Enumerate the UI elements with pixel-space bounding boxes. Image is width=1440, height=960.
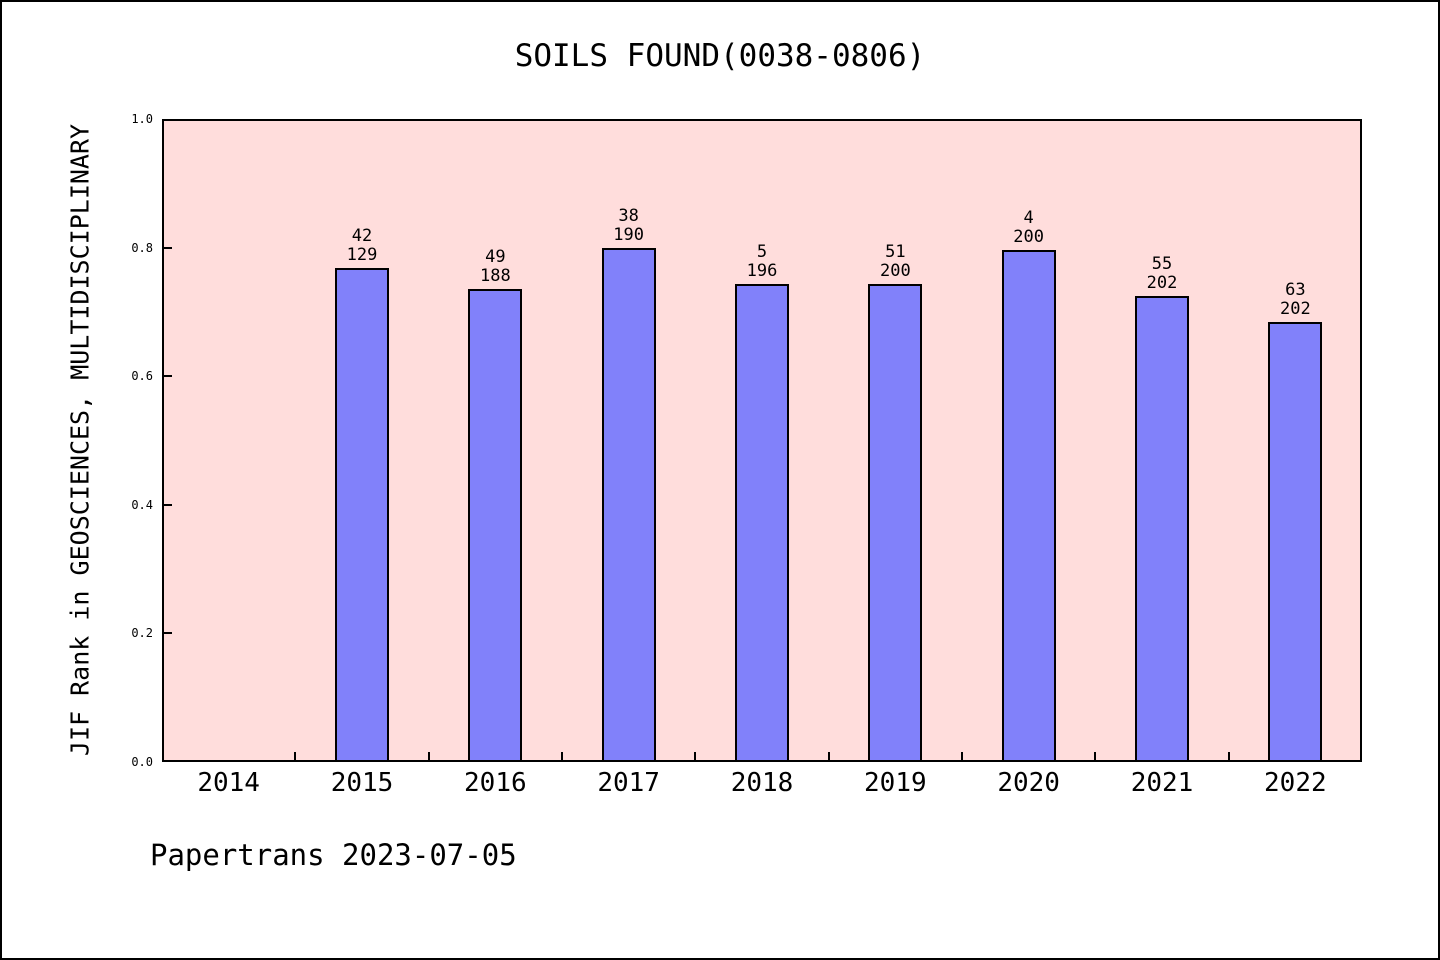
x-axis-label: 2021: [1130, 768, 1194, 798]
bar-label: 5 196: [747, 243, 778, 281]
plot-area: 2014 2015 2016 2017 2018 2019 2020 2021 2022 0.0 0…: [131, 112, 1362, 798]
chart-title: SOILS FOUND(0038-0806): [514, 38, 926, 74]
bar-label-rank: 4: [1023, 208, 1034, 228]
bar-label-rank: 5: [756, 242, 768, 262]
y-axis-title: JIF Rank in GEOSCIENCES, MULTIDISCIPLINA…: [65, 123, 95, 757]
bar-label: 4 200: [1013, 209, 1044, 247]
y-tick: [162, 119, 172, 121]
x-axis-label: 2020: [997, 768, 1060, 798]
y-tick-label: 1.0: [131, 112, 153, 126]
bar: [1135, 296, 1189, 762]
bar-label-total: 129: [346, 245, 378, 265]
x-tick: [694, 752, 697, 762]
y-tick: [162, 760, 172, 762]
bar-label-total: 196: [746, 261, 778, 281]
bar-label: 51 200: [880, 243, 911, 281]
bar: [1268, 322, 1323, 762]
y-tick-label: 0.8: [131, 240, 153, 255]
x-axis-label: 2022: [1264, 768, 1327, 798]
bar-label: 42 129: [347, 227, 378, 265]
x-axis-label: 2015: [330, 768, 394, 798]
x-tick: [427, 752, 430, 762]
watermark-text: Papertrans 2023-07-05: [150, 838, 517, 872]
x-axis-label: 2017: [597, 768, 660, 798]
bar-label-rank: 42: [351, 226, 373, 246]
bar-label-rank: 63: [1285, 280, 1306, 300]
x-tick: [294, 752, 297, 762]
bar-label: 49 188: [480, 248, 511, 286]
bar-label-rank: 51: [885, 242, 906, 262]
bar: [601, 248, 656, 762]
bar-label-total: 200: [1013, 227, 1045, 247]
bar: [335, 268, 389, 762]
bar: [868, 284, 923, 762]
bar-label-total: 190: [613, 225, 645, 245]
bar-label-total: 188: [479, 266, 511, 286]
y-tick-label: 0.0: [131, 755, 153, 769]
x-tick: [827, 752, 830, 762]
x-axis-label: 2014: [197, 768, 260, 798]
y-tick: [162, 632, 172, 635]
x-axis-label: 2016: [464, 768, 527, 798]
bar-label: 55 202: [1147, 255, 1178, 293]
y-tick-label: 0.2: [131, 626, 153, 641]
y-tick: [162, 375, 172, 378]
bar-label: 63 202: [1280, 281, 1311, 319]
bar-label-total: 200: [879, 261, 911, 281]
x-tick: [1094, 752, 1097, 762]
y-tick: [162, 246, 172, 249]
bar-label-total: 202: [1279, 299, 1311, 319]
x-tick: [1227, 752, 1230, 762]
bar-label-total: 202: [1146, 273, 1178, 293]
x-tick: [561, 752, 563, 762]
x-axis-label: 2018: [730, 768, 794, 798]
bar: [468, 289, 523, 762]
x-axis-label: 2019: [864, 768, 927, 798]
bar-label-rank: 38: [618, 206, 639, 226]
bar: [735, 284, 789, 762]
bar-label-rank: 55: [1151, 254, 1173, 274]
y-tick-label: 0.6: [131, 369, 153, 384]
bar-label-rank: 49: [485, 247, 506, 267]
bar: [1001, 250, 1056, 762]
y-tick-label: 0.4: [131, 497, 153, 512]
bar-label: 38 190: [613, 207, 644, 245]
x-tick: [961, 752, 963, 762]
y-tick: [162, 503, 172, 506]
